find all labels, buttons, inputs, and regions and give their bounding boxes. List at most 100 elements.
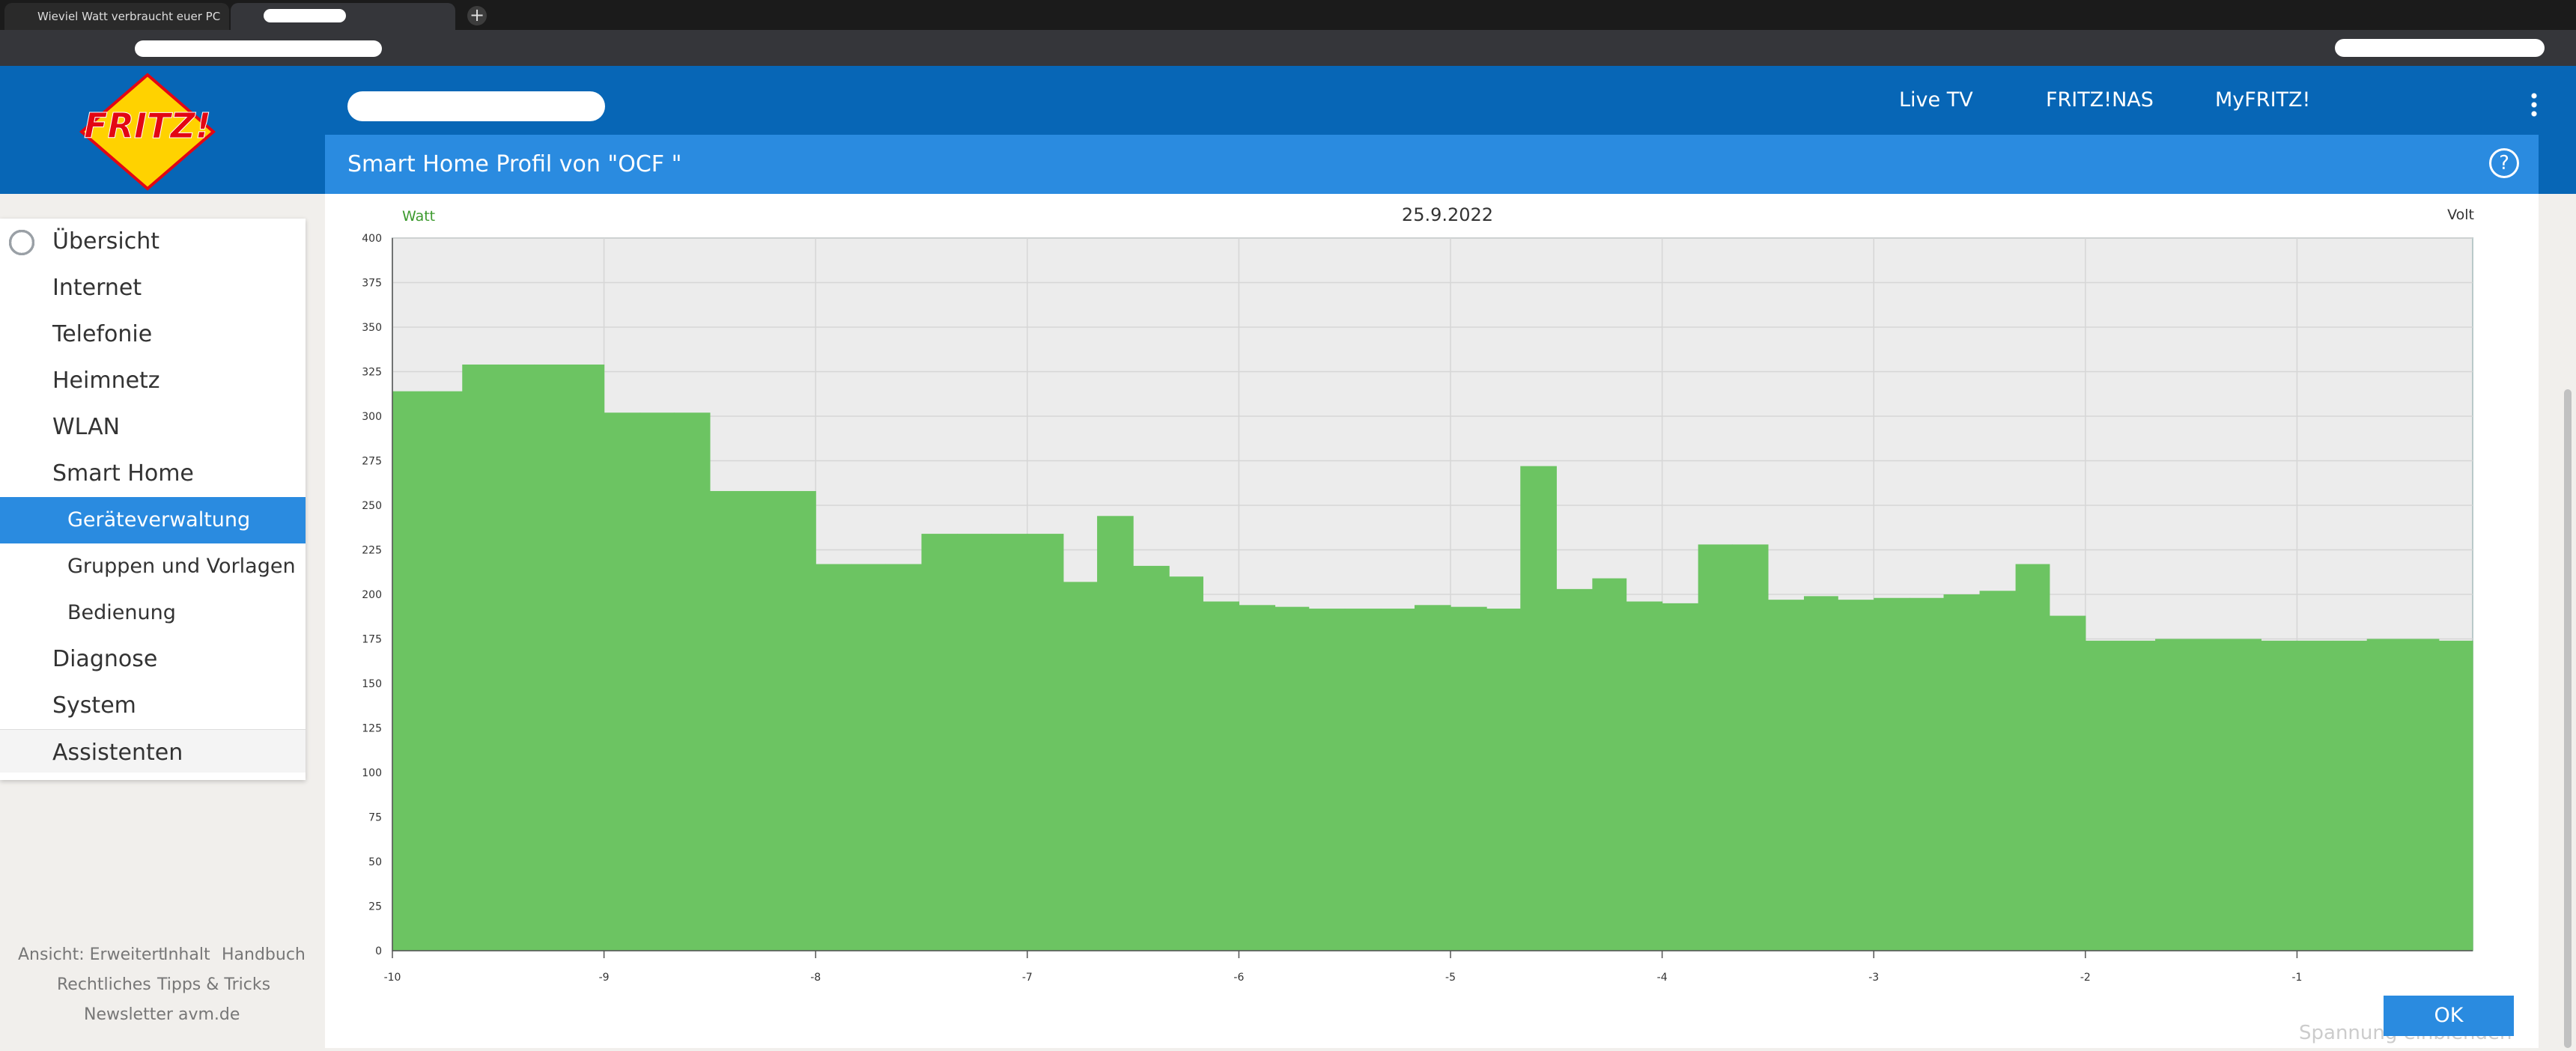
bar: [604, 412, 641, 951]
x-tick-label: -4: [1657, 972, 1668, 984]
bar: [1097, 516, 1134, 951]
main-panel: 25.9.2022 Watt Volt 0 25 50 75 100 125 150 175 200 2…: [325, 194, 2539, 1048]
bar: [2297, 640, 2334, 951]
bar: [1308, 609, 1346, 951]
bar: [1450, 606, 1487, 951]
nav-link[interactable]: MyFRITZ!: [2215, 88, 2311, 112]
bar: [1063, 582, 1098, 951]
bar: [568, 364, 605, 951]
x-tick-label: -6: [1233, 972, 1244, 984]
bar: [921, 534, 959, 951]
browser-tab[interactable]: [231, 3, 455, 30]
bar: [1486, 609, 1521, 951]
footer-link[interactable]: Newsletter: [84, 1005, 173, 1024]
x-tick-label: -8: [810, 972, 821, 984]
sidebar-item[interactable]: Internet: [0, 230, 306, 311]
footer-link[interactable]: Inhalt: [163, 945, 210, 964]
bar: [2121, 640, 2156, 951]
bar: [1731, 544, 1769, 951]
footer-link[interactable]: Tipps & Tricks: [157, 975, 271, 994]
scrollbar[interactable]: [2564, 389, 2572, 1048]
bar: [885, 564, 923, 951]
bar: [2155, 639, 2192, 951]
bar: [851, 564, 887, 951]
bar: [1592, 578, 1627, 951]
sidebar-label: Heimnetz: [52, 368, 160, 394]
help-button[interactable]: ?: [2489, 148, 2519, 178]
bar: [2333, 640, 2368, 951]
bar: [1203, 601, 1240, 951]
sidebar-item[interactable]: Assistenten: [0, 230, 306, 773]
sidebar-item[interactable]: Gruppen und Vorlagen: [0, 543, 306, 590]
bar: [2261, 640, 2298, 951]
chart-title: 25.9.2022: [1402, 204, 1493, 225]
footer-link[interactable]: Ansicht: Erweitert: [18, 945, 165, 964]
chart: 25.9.2022 Watt Volt 0 25 50 75 100 125 150 175 200 2…: [362, 204, 2474, 984]
sidebar-item[interactable]: Übersicht: [0, 219, 306, 265]
bar: [2015, 564, 2050, 951]
sidebar-item[interactable]: Telefonie: [0, 230, 306, 358]
bar: [2438, 640, 2473, 951]
new-tab[interactable]: +: [467, 6, 487, 25]
bar: [1169, 576, 1203, 951]
y-tick-label: 250: [362, 500, 382, 512]
y-tick-label: 75: [368, 812, 382, 824]
bar: [709, 490, 747, 951]
bar: [2049, 615, 2086, 951]
tab-bar: Wieviel Watt verbraucht euer PC +: [0, 0, 2576, 30]
sidebar-item[interactable]: Smart Home: [0, 230, 306, 497]
y-tick-label: 350: [362, 322, 382, 334]
bar: [462, 364, 499, 951]
menu-button[interactable]: [2531, 91, 2537, 118]
nav-link[interactable]: Live TV: [1899, 88, 1973, 112]
x-tick-label: -10: [384, 972, 401, 984]
bar: [1239, 605, 1276, 951]
bar: [1943, 594, 1981, 951]
y-tick-label: 175: [362, 634, 382, 646]
bar: [1767, 600, 1805, 951]
page-title-bar: Smart Home Profil von "OCF " ?: [325, 135, 2539, 194]
sidebar: Übersicht Internet Telefonie Heimnetz WLAN Sm…: [0, 219, 306, 780]
sidebar-item[interactable]: Diagnose: [0, 230, 306, 683]
sidebar-label: Übersicht: [52, 228, 160, 255]
logo-shape: [79, 73, 216, 191]
bar: [1380, 609, 1415, 951]
logo[interactable]: FRITZ!: [71, 72, 225, 192]
sidebar-label: Internet: [52, 275, 142, 301]
sidebar-label: Telefonie: [52, 321, 153, 347]
bar: [957, 534, 992, 951]
footer-link[interactable]: avm.de: [178, 1005, 240, 1024]
bar: [991, 534, 1028, 951]
sidebar-item[interactable]: System: [0, 230, 306, 729]
bar: [1520, 466, 1557, 951]
bar: [2191, 639, 2228, 951]
bar: [640, 412, 675, 951]
bar: [1344, 609, 1382, 951]
sidebar-item[interactable]: Heimnetz: [0, 230, 306, 404]
bar: [673, 412, 711, 951]
nav-link[interactable]: FRITZ!NAS: [2046, 88, 2154, 112]
bar: [2366, 639, 2404, 951]
browser-tab[interactable]: Wieviel Watt verbraucht euer PC: [4, 3, 229, 30]
redaction: [2335, 39, 2545, 57]
y-tick-label: 100: [362, 767, 382, 779]
y-tick-label: 150: [362, 678, 382, 690]
bar: [1838, 600, 1874, 951]
bar: [745, 490, 780, 951]
sidebar-label: Diagnose: [52, 646, 158, 672]
sidebar-item[interactable]: Geräteverwaltung: [0, 497, 306, 543]
footer-link[interactable]: Handbuch: [222, 945, 306, 964]
sidebar-item[interactable]: WLAN: [0, 230, 306, 451]
sidebar-item[interactable]: Bedienung: [0, 590, 306, 636]
ok-button[interactable]: OK: [2384, 996, 2514, 1036]
sidebar-label: Gruppen und Vorlagen: [67, 555, 296, 578]
bar: [1979, 591, 2017, 951]
bar: [1556, 588, 1593, 951]
bar: [1133, 565, 1170, 951]
bar: [1698, 544, 1733, 951]
sidebar-label: Geräteverwaltung: [67, 508, 251, 531]
bar: [2085, 640, 2122, 951]
footer-link[interactable]: Rechtliches: [57, 975, 151, 994]
sidebar-icon: [9, 230, 34, 255]
address-bar: [0, 30, 2576, 66]
